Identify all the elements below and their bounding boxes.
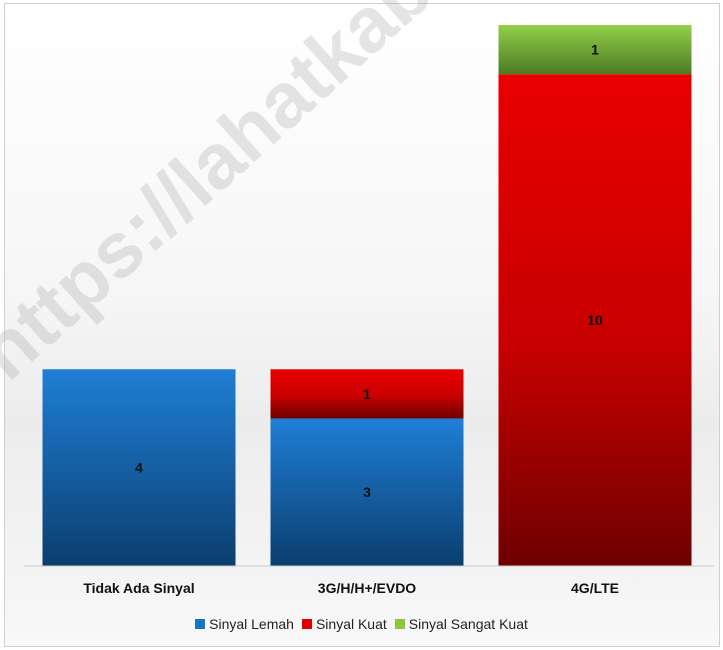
bar-1-1 (270, 369, 464, 419)
data-label-1-0: 3 (363, 484, 371, 500)
legend: Sinyal Lemah Sinyal Kuat Sinyal Sangat Kua… (0, 616, 723, 632)
bar-1-0 (270, 418, 464, 566)
data-label-2-2: 1 (591, 42, 599, 58)
data-label-1-1: 1 (363, 386, 371, 402)
legend-swatch (394, 619, 405, 629)
bar-2-1 (498, 74, 692, 566)
legend-label: Sinyal Kuat (315, 616, 387, 632)
data-label-0-0: 4 (135, 460, 143, 476)
legend-swatch (195, 619, 206, 629)
legend-label: Sinyal Sangat Kuat (408, 616, 528, 632)
x-tick-label: 3G/H/H+/EVDO (318, 580, 417, 596)
legend-label: Sinyal Lemah (209, 616, 294, 632)
legend-item: Sinyal Lemah (195, 616, 294, 632)
x-tick-label: Tidak Ada Sinyal (83, 580, 194, 596)
legend-swatch (301, 619, 312, 629)
x-tick-label: 4G/LTE (571, 580, 619, 596)
legend-item: Sinyal Kuat (301, 616, 387, 632)
data-label-2-1: 10 (587, 312, 603, 328)
bar-0-0 (42, 369, 236, 566)
bar-2-2 (498, 25, 692, 75)
legend-item: Sinyal Sangat Kuat (394, 616, 528, 632)
